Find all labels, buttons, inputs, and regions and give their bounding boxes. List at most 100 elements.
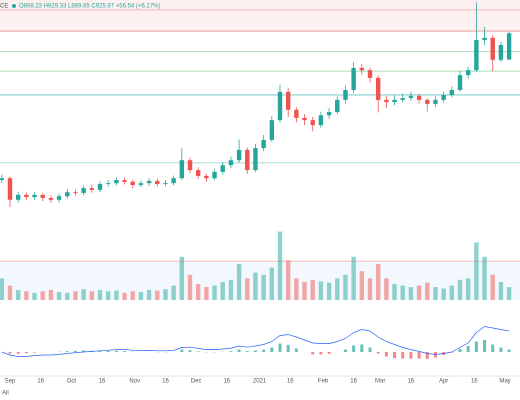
candle-body	[171, 178, 176, 184]
x-tick-label: 16	[350, 379, 357, 385]
volume-bar	[97, 289, 103, 300]
volume-bar	[465, 278, 471, 300]
candle-body	[449, 90, 455, 95]
candle-body	[89, 188, 95, 190]
candle-body	[433, 99, 438, 104]
macd-hist-bar	[401, 352, 405, 359]
candle-body	[294, 109, 299, 118]
candle-body	[204, 175, 209, 179]
candle-body	[114, 180, 119, 184]
macd-hist-bar	[286, 344, 290, 352]
x-tick-label: 2021	[253, 379, 267, 385]
macd-hist-bar	[417, 352, 421, 359]
volume-bar	[228, 279, 234, 300]
macd-hist-bar	[425, 352, 429, 359]
candle-body	[261, 139, 266, 149]
candle-body	[195, 170, 201, 176]
candle-body	[48, 198, 54, 200]
candle-body	[40, 194, 45, 198]
chart-title: CE	[0, 4, 8, 10]
macd-hist-bar	[352, 345, 356, 352]
volume-bar	[310, 279, 315, 300]
macd-hist-bar	[466, 346, 470, 352]
legend-text: O868.23 H929.33 L869.85 C925.97 +56.54 (…	[19, 4, 160, 10]
volume-bar	[73, 291, 78, 300]
volume-bar	[384, 278, 389, 300]
macd-hist-bar	[262, 349, 266, 352]
macd-hist-bar	[73, 350, 77, 352]
volume-bar	[326, 282, 332, 300]
macd-hist-bar	[24, 352, 28, 354]
x-tick-label: Nov	[129, 379, 140, 385]
volume-bar	[433, 287, 438, 300]
macd-hist-bar	[474, 341, 478, 352]
candle-body	[441, 94, 446, 100]
macd-hist-bar	[237, 349, 241, 352]
volume-bar	[408, 287, 414, 300]
volume-bar	[277, 231, 283, 300]
macd-hist-bar	[491, 344, 495, 352]
candle-body	[65, 192, 70, 197]
x-tick-label: 16	[408, 379, 415, 385]
candle-body	[81, 188, 86, 194]
volume-bar	[236, 264, 242, 300]
volume-bar	[506, 287, 512, 300]
volume-bar	[302, 282, 307, 300]
volume-bar	[294, 278, 299, 300]
volume-bar	[195, 284, 201, 300]
volume-bar	[138, 292, 144, 300]
volume-bar	[359, 271, 365, 300]
macd-hist-bar	[360, 344, 364, 352]
volume-bar	[400, 285, 405, 300]
candle-body	[465, 70, 471, 76]
candle-body	[490, 37, 495, 60]
macd-hist-bar	[253, 350, 257, 352]
macd-hist-bar	[270, 347, 274, 352]
volume-bar	[122, 292, 127, 300]
macd-line	[1, 326, 510, 357]
macd-hist-bar	[106, 350, 110, 352]
candle-body	[425, 99, 430, 104]
candle-body	[0, 178, 5, 180]
volume-bar	[343, 274, 348, 300]
candle-body	[367, 70, 373, 78]
candle-body	[392, 99, 397, 103]
volume-bar	[89, 291, 95, 300]
candle-body	[277, 91, 283, 121]
macd-hist-bar	[180, 349, 184, 352]
candle-body	[130, 181, 135, 185]
volume-bar	[48, 289, 54, 300]
volume-bar	[146, 289, 152, 300]
candle-body	[97, 184, 103, 190]
volume-bar	[114, 290, 119, 300]
macd-hist-bar	[368, 347, 372, 352]
volume-bar	[253, 272, 258, 300]
candle-body	[56, 196, 62, 200]
volume-bar	[351, 256, 356, 300]
x-tick-label: 16	[162, 379, 169, 385]
volume-bar	[261, 274, 266, 300]
volume-bar	[212, 285, 217, 300]
candle-body	[318, 115, 324, 126]
candle-body	[269, 120, 275, 140]
volume-bar	[15, 289, 21, 300]
candle-body	[15, 194, 21, 200]
volume-bar	[318, 281, 324, 300]
macd-hist-bar	[229, 351, 233, 352]
candle-body	[73, 192, 78, 194]
macd-hist-bar	[507, 349, 511, 352]
macd-hist-bar	[458, 349, 462, 352]
volume-bar	[449, 285, 455, 300]
x-tick-label: May	[499, 379, 510, 385]
x-tick-label: Apr	[439, 379, 448, 385]
x-tick-label: 16	[287, 379, 294, 385]
volume-bar	[425, 282, 430, 300]
macd-hist-bar	[188, 350, 192, 352]
volume-bar	[65, 292, 70, 300]
volume-bar	[0, 278, 5, 300]
candle-body	[506, 33, 512, 60]
volume-bar	[187, 274, 193, 300]
candle-body	[24, 194, 29, 198]
range-button[interactable]: All	[2, 391, 9, 397]
